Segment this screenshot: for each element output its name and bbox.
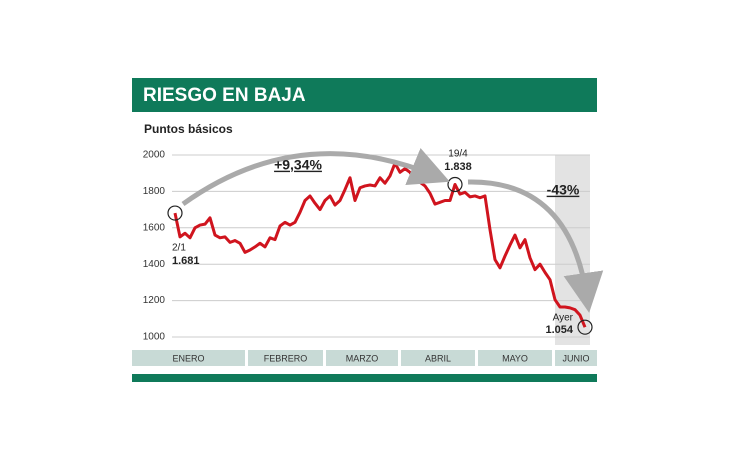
y-tick-label: 1400 <box>143 259 166 270</box>
line <box>173 161 587 328</box>
arrow <box>181 147 450 207</box>
annotation: 2/1 <box>172 243 186 254</box>
month-band <box>326 350 398 366</box>
month-band <box>555 350 597 366</box>
x-tick-label: MAYO <box>502 353 528 363</box>
y-tick-label: 1000 <box>143 332 166 343</box>
month-band <box>132 350 245 366</box>
x-tick-label: ABRIL <box>425 353 451 363</box>
chart-title: RIESGO EN BAJA <box>143 85 306 106</box>
y-tick-label: 1200 <box>143 295 166 306</box>
y-tick-label: 2000 <box>143 150 166 161</box>
header-bar <box>132 78 597 112</box>
footer-bar <box>132 374 597 382</box>
month-band <box>401 350 475 366</box>
x-tick-label: MARZO <box>346 353 379 363</box>
annotation: -43% <box>547 182 580 198</box>
y-tick-label: 1600 <box>143 222 166 233</box>
annotation: 1.838 <box>444 161 472 173</box>
y-tick-label: 1800 <box>143 186 166 197</box>
x-tick-label: JUNIO <box>563 353 590 363</box>
highlight-circle <box>167 205 183 221</box>
annotation: 1.681 <box>172 255 200 267</box>
month-band <box>248 350 323 366</box>
highlight-circle <box>577 319 593 335</box>
annotation: Ayer <box>553 313 574 324</box>
arrow <box>467 179 604 313</box>
month-band <box>478 350 552 366</box>
annotation: 19/4 <box>448 149 468 160</box>
annotation: 1.054 <box>545 324 573 336</box>
x-tick-label: ENERO <box>172 353 204 363</box>
x-tick-label: FEBRERO <box>264 353 308 363</box>
annotation: +9,34% <box>274 157 322 173</box>
y-axis-label: Puntos básicos <box>144 122 233 136</box>
